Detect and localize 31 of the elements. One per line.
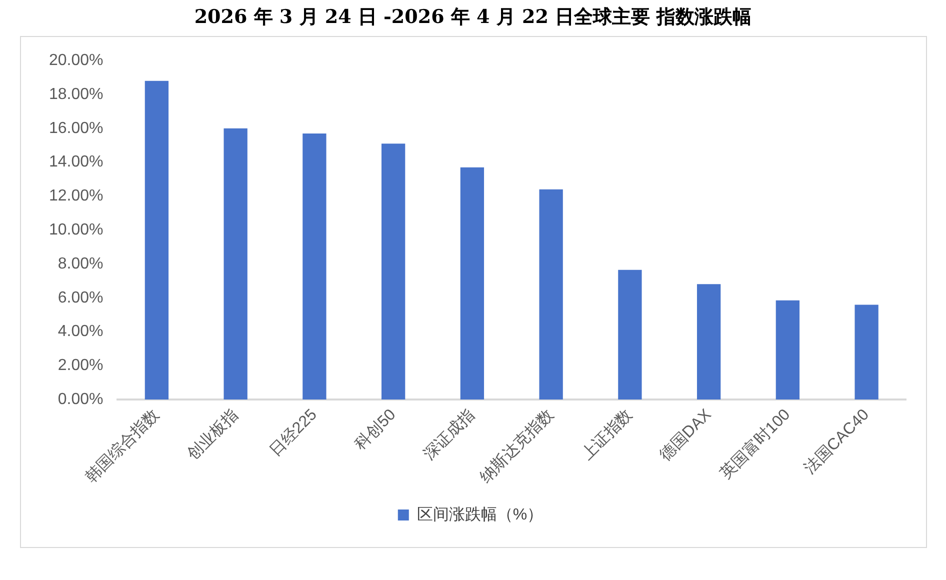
y-tick-label: 16.00% xyxy=(49,120,104,137)
bar xyxy=(854,304,878,400)
bar xyxy=(776,300,800,400)
y-tick-label: 12.00% xyxy=(49,188,104,205)
y-tick-label: 6.00% xyxy=(58,289,104,306)
bar xyxy=(460,167,484,400)
y-tick-label: 10.00% xyxy=(49,221,104,238)
x-tick-label: 纳斯达克指数 xyxy=(476,406,558,486)
x-tick-label: 上证指数 xyxy=(578,406,636,464)
bar xyxy=(539,189,563,400)
y-tick-label: 2.00% xyxy=(58,357,104,374)
x-tick-label: 科创50 xyxy=(351,405,400,454)
bar xyxy=(618,270,642,400)
y-tick-label: 8.00% xyxy=(58,255,104,272)
y-tick-label: 0.00% xyxy=(58,390,104,408)
bar xyxy=(381,144,406,400)
x-tick-label: 深证成指 xyxy=(420,406,478,464)
x-tick-label: 日经225 xyxy=(266,406,320,460)
bar xyxy=(302,133,326,400)
y-tick-label: 20.00% xyxy=(49,52,104,70)
x-tick-label: 英国富时100 xyxy=(716,405,794,482)
bar xyxy=(144,80,169,400)
x-tick-label: 韩国综合指数 xyxy=(82,406,163,486)
chart-title: 2026 年 3 月 24 日 -2026 年 4 月 22 日全球主要 指数涨跌幅 xyxy=(193,5,753,30)
x-tick-label: 创业板指 xyxy=(184,406,242,464)
bar xyxy=(696,284,721,400)
y-tick-label: 14.00% xyxy=(49,154,104,171)
bar xyxy=(224,128,248,400)
legend-label: 区间涨跌幅（%） xyxy=(416,505,544,524)
y-tick-label: 4.00% xyxy=(58,323,104,340)
y-tick-label: 18.00% xyxy=(49,86,104,103)
